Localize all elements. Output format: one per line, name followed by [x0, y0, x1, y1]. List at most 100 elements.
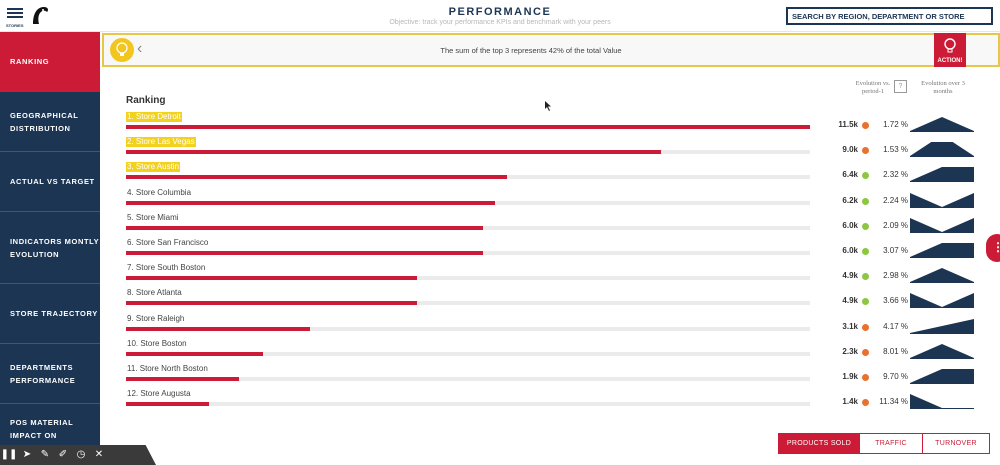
ranking-row[interactable]: 9. Store Raleigh 3.1k 4.17 %	[0, 314, 1000, 339]
store-name: 5. Store Miami	[127, 212, 179, 222]
annotation-toolbar: ❚❚ ➤ ✎ ✐ ◷ ✕	[0, 445, 130, 465]
action-label: ACTION!	[937, 58, 963, 64]
value-bar	[126, 326, 311, 331]
bar-track	[126, 377, 810, 381]
ranking-row[interactable]: 8. Store Atlanta 4.9k 3.66 %	[0, 288, 1000, 313]
lightbulb-button[interactable]	[110, 38, 134, 62]
sidebar-item-actual-vs-target[interactable]: ACTUAL VS TARGET	[0, 152, 100, 212]
bar-track	[126, 175, 810, 180]
highlighter-icon[interactable]: ✐	[58, 449, 68, 460]
ranking-row[interactable]: 11. Store North Boston 1.9k 9.70 %	[0, 364, 1000, 389]
evolution-percent: 2.09 %	[883, 220, 908, 230]
trend-dot-icon	[862, 374, 869, 381]
value-label: 6.0k	[842, 220, 858, 230]
menu-button[interactable]: STORIES	[6, 6, 26, 28]
mouse-cursor-icon	[545, 101, 551, 111]
trend-dot-icon	[862, 122, 869, 129]
pen-icon[interactable]: ✎	[40, 449, 50, 460]
value-label: 2.3k	[842, 346, 858, 356]
store-name: 10. Store Boston	[127, 338, 187, 348]
toolbar-edge	[130, 445, 156, 465]
ranking-row[interactable]: 2. Store Las Vegas 9.0k 1.53 %	[0, 137, 1000, 162]
bar-track	[126, 351, 810, 356]
value-bar	[126, 402, 210, 407]
lightbulb-icon	[116, 42, 128, 56]
value-bar	[126, 351, 263, 356]
evolution-percent: 1.72 %	[883, 120, 908, 129]
value-bar	[126, 301, 418, 306]
tab-products-sold[interactable]: PRODUCTS SOLD	[778, 433, 860, 454]
evolution-percent: 11.34 %	[879, 397, 908, 407]
sparkline	[910, 217, 974, 233]
ranking-row[interactable]: 1. Store Detroit 11.5k 1.72 %	[0, 112, 1000, 137]
more-options-button[interactable]: ⋮	[986, 234, 1000, 262]
sparkline-area	[910, 369, 974, 384]
sparkline	[910, 142, 974, 158]
bar-track	[126, 326, 810, 331]
bulb-outline-icon	[944, 38, 956, 53]
store-name: 8. Store Atlanta	[127, 288, 182, 298]
sparkline-area	[910, 394, 974, 410]
page-title: PERFORMANCE	[448, 6, 552, 18]
trend-dot-icon	[862, 298, 869, 306]
help-button[interactable]: ?	[894, 80, 907, 93]
value-label: 11.5k	[838, 120, 858, 129]
sparkline	[910, 318, 974, 334]
ranking-row[interactable]: 10. Store Boston 2.3k 8.01 %	[0, 339, 1000, 364]
value-bar	[126, 276, 418, 281]
action-button[interactable]: ACTION!	[934, 33, 966, 67]
tab-traffic[interactable]: TRAFFIC	[860, 433, 923, 454]
sidebar-item-geographical-distribution[interactable]: GEOGRAPHICAL DISTRIBUTION	[0, 92, 100, 152]
tab-turnover[interactable]: TURNOVER	[923, 433, 990, 454]
menu-icon	[7, 8, 23, 10]
evolution-percent: 8.01 %	[883, 346, 908, 356]
ranking-row[interactable]: 12. Store Augusta 1.4k 11.34 %	[0, 389, 1000, 414]
ranking-row[interactable]: 7. Store South Boston 4.9k 2.98 %	[0, 263, 1000, 288]
insight-bar: ‹ The sum of the top 3 represents 42% of…	[102, 33, 1000, 67]
store-name: 9. Store Raleigh	[127, 313, 185, 323]
chevron-left-icon[interactable]: ‹	[137, 40, 143, 57]
bar-track	[126, 225, 810, 230]
ranking-row[interactable]: 4. Store Columbia 6.2k 2.24 %	[0, 188, 1000, 213]
value-label: 6.4k	[842, 170, 858, 180]
bar-track	[126, 200, 810, 205]
sidebar-item-ranking[interactable]: RANKING	[0, 32, 100, 92]
insight-text: The sum of the top 3 represents 42% of t…	[440, 46, 622, 55]
bar-track	[126, 150, 810, 155]
timer-icon[interactable]: ◷	[76, 449, 86, 460]
close-icon[interactable]: ✕	[94, 449, 104, 460]
value-label: 6.2k	[842, 195, 858, 205]
value-bar	[126, 200, 495, 205]
sparkline-area	[910, 343, 974, 359]
trend-dot-icon	[862, 399, 869, 407]
value-bar	[126, 150, 662, 155]
value-label: 3.1k	[842, 321, 858, 331]
sparkline	[910, 192, 974, 208]
sidebar: RANKING GEOGRAPHICAL DISTRIBUTION ACTUAL…	[0, 32, 100, 465]
sidebar-item-departments-performance[interactable]: DEPARTMENTS PERFORMANCE	[0, 344, 100, 404]
value-label: 4.9k	[842, 296, 858, 306]
top-bar: STORIES PERFORMANCE Objective: track you…	[0, 0, 1000, 32]
ranking-row[interactable]: 5. Store Miami 6.0k 2.09 %	[0, 213, 1000, 238]
sidebar-item-store-trajectory[interactable]: STORE TRAJECTORY	[0, 284, 100, 344]
ranking-row[interactable]: 3. Store Austin 6.4k 2.32 %	[0, 162, 1000, 187]
search-button[interactable]: SEARCH BY REGION, DEPARTMENT OR STORE	[786, 7, 993, 25]
measure-tabs: PRODUCTS SOLD TRAFFIC TURNOVER	[778, 433, 990, 454]
store-name: 7. Store South Boston	[127, 263, 206, 273]
sidebar-item-indicators-monthly-evolution[interactable]: INDICATORS MONTLY EVOLUTION	[0, 212, 100, 284]
pause-icon[interactable]: ❚❚	[0, 449, 18, 460]
toucan-logo-icon	[33, 7, 48, 24]
evolution-percent: 3.66 %	[883, 296, 908, 306]
evolution-percent: 4.17 %	[883, 321, 908, 331]
ranking-row[interactable]: 6. Store San Francisco 6.0k 3.07 %	[0, 238, 1000, 263]
value-label: 9.0k	[842, 145, 858, 155]
pointer-icon[interactable]: ➤	[22, 449, 32, 460]
store-name: 1. Store Detroit	[126, 112, 182, 122]
value-label: 4.9k	[842, 271, 858, 281]
store-name: 3. Store Austin	[126, 162, 181, 173]
sparkline-area	[910, 293, 974, 309]
sparkline	[910, 343, 974, 359]
store-name: 4. Store Columbia	[127, 187, 192, 197]
value-bar	[126, 225, 483, 230]
value-bar	[126, 377, 239, 381]
